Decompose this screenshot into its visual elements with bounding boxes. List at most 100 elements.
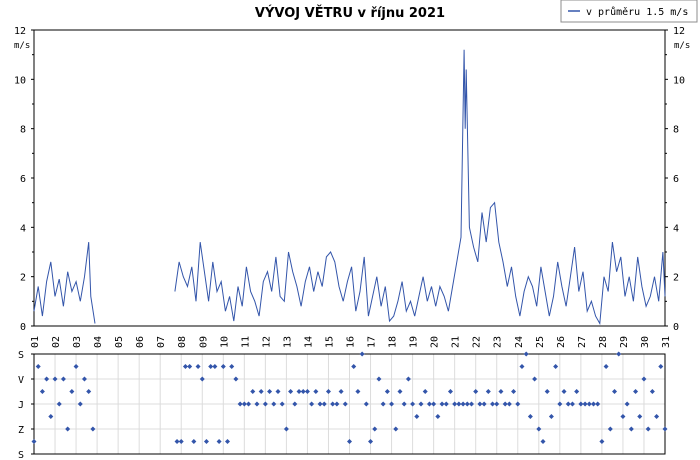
direction-point [347, 439, 352, 444]
direction-point [321, 401, 327, 407]
x-tick-label: 18 [388, 336, 399, 348]
y-tick-label-right: 12 [673, 26, 685, 37]
direction-point [506, 401, 512, 407]
x-tick-label: 28 [598, 336, 609, 348]
direction-point [56, 401, 62, 407]
x-tick-label: 30 [640, 336, 651, 348]
direction-point [527, 414, 533, 419]
direction-plot [31, 351, 668, 444]
direction-point [300, 389, 306, 394]
direction-point [174, 439, 180, 444]
direction-point [229, 364, 235, 369]
x-tick-label: 04 [93, 336, 104, 348]
direction-point [468, 401, 474, 407]
direction-label: J [18, 400, 24, 411]
direction-point [368, 439, 374, 444]
direction-point [603, 364, 609, 369]
direction-point [422, 389, 428, 394]
y-tick-label-right: 10 [673, 75, 685, 86]
direction-point [60, 376, 66, 382]
x-tick-label: 19 [409, 336, 420, 348]
direction-point [258, 389, 264, 394]
direction-point [439, 401, 445, 407]
direction-point [342, 401, 348, 407]
direction-point [628, 426, 634, 432]
y-tick-label-left: 2 [20, 273, 26, 284]
legend-box [560, 0, 698, 23]
direction-point [241, 401, 247, 407]
main-plot [33, 49, 666, 326]
direction-point [237, 401, 243, 407]
x-tick-label: 09 [198, 336, 209, 348]
direction-point [31, 439, 37, 444]
x-tick-label: 13 [282, 336, 293, 348]
y-tick-label-left: 12 [14, 26, 26, 37]
direction-point [351, 364, 357, 369]
x-tick-label: 08 [177, 336, 188, 348]
direction-point [662, 426, 668, 432]
x-tick-label: 15 [324, 336, 335, 348]
direction-point [649, 389, 655, 394]
x-tick-label: 01 [30, 336, 41, 348]
direction-point [275, 389, 281, 394]
direction-point [599, 439, 605, 444]
direction-point [498, 389, 504, 394]
direction-point [355, 389, 361, 394]
direction-point [460, 401, 466, 407]
direction-point [523, 351, 529, 357]
direction-point [561, 389, 567, 394]
x-tick-label: 02 [51, 336, 62, 348]
y-unit-right: m/s [674, 41, 690, 51]
x-tick-label: 17 [367, 336, 378, 348]
direction-point [178, 439, 184, 444]
y-tick-label-right: 6 [673, 174, 679, 185]
direction-point [225, 439, 231, 444]
direction-point [182, 364, 188, 369]
direction-point [569, 401, 575, 407]
direction-point [380, 401, 386, 407]
direction-point [447, 389, 453, 394]
direction-point [456, 401, 462, 407]
direction-point [620, 414, 626, 419]
direction-point [359, 351, 365, 357]
x-tick-label: 16 [346, 336, 357, 348]
direction-point [212, 364, 218, 369]
direction-point [397, 389, 403, 394]
direction-point [271, 401, 277, 407]
direction-point [435, 414, 441, 419]
x-tick-label: 29 [619, 336, 630, 348]
direction-point [296, 389, 302, 394]
direction-point [233, 376, 239, 382]
direction-point [452, 401, 458, 407]
main-plot-frame [33, 29, 666, 327]
direction-point [401, 401, 407, 407]
direction-point [431, 401, 437, 407]
x-tick-label: 20 [430, 336, 441, 348]
x-tick-label: 06 [135, 336, 146, 348]
x-tick-label: 23 [493, 336, 504, 348]
direction-point [624, 401, 630, 407]
direction-point [389, 401, 395, 407]
direction-point [195, 364, 201, 369]
direction-point [48, 414, 54, 419]
direction-point [511, 389, 517, 394]
direction-point [220, 364, 226, 369]
direction-point [548, 414, 554, 419]
direction-point [81, 376, 87, 382]
direction-point [654, 414, 660, 419]
x-tick-label: 26 [556, 336, 567, 348]
direction-point [481, 401, 487, 407]
direction-point [641, 376, 647, 382]
x-tick-label: 12 [261, 336, 272, 348]
direction-point [267, 389, 273, 394]
direction-point [338, 389, 344, 394]
direction-point [473, 389, 479, 394]
direction-point [191, 439, 197, 444]
direction-point [426, 401, 432, 407]
direction-point [313, 389, 319, 394]
direction-point [86, 389, 92, 394]
direction-point [477, 401, 483, 407]
x-tick-label: 24 [514, 336, 525, 348]
direction-point [292, 401, 298, 407]
